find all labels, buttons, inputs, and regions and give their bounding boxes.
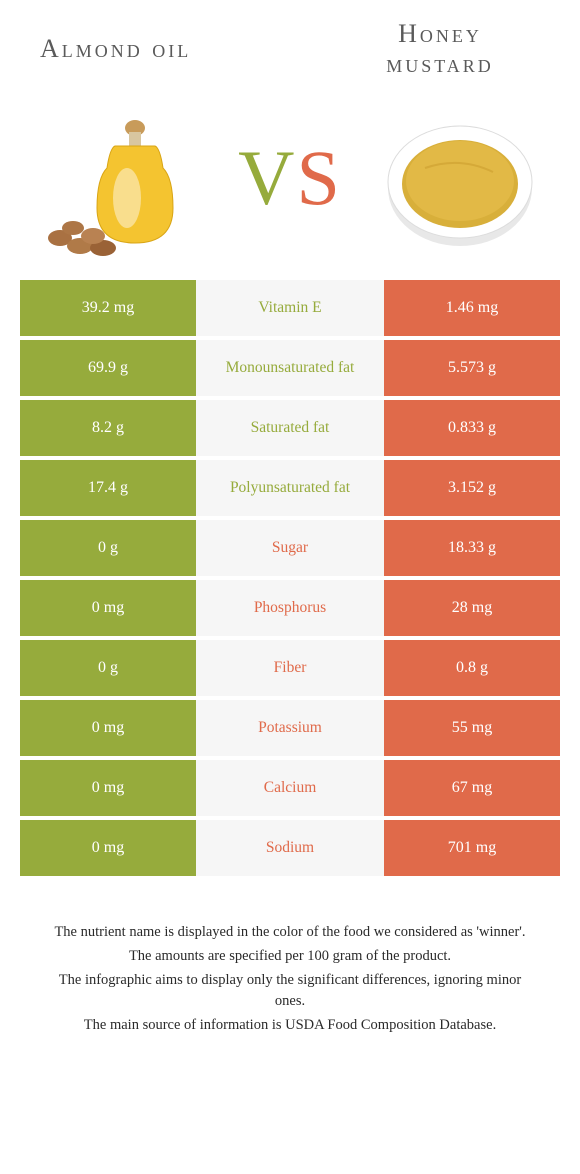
nutrient-name: Calcium xyxy=(196,760,384,816)
left-value: 0 mg xyxy=(20,580,196,636)
vs-s: S xyxy=(296,134,341,221)
nutrient-name: Polyunsaturated fat xyxy=(196,460,384,516)
footer-line: The nutrient name is displayed in the co… xyxy=(45,922,535,944)
right-value: 67 mg xyxy=(384,760,560,816)
nutrient-name: Fiber xyxy=(196,640,384,696)
left-value: 0 mg xyxy=(20,700,196,756)
left-value: 0 mg xyxy=(20,760,196,816)
left-value: 0 mg xyxy=(20,820,196,876)
table-row: 69.9 gMonounsaturated fat5.573 g xyxy=(20,340,560,396)
nutrient-name: Vitamin E xyxy=(196,280,384,336)
food-left-title: Almond oil xyxy=(30,34,250,64)
almond-oil-image xyxy=(30,93,210,263)
left-value: 0 g xyxy=(20,520,196,576)
nutrient-name: Sugar xyxy=(196,520,384,576)
table-row: 0 gFiber0.8 g xyxy=(20,640,560,696)
honey-mustard-image xyxy=(370,93,550,263)
footer-line: The main source of information is USDA F… xyxy=(45,1015,535,1037)
nutrient-name: Phosphorus xyxy=(196,580,384,636)
comparison-table: 39.2 mgVitamin E1.46 mg69.9 gMonounsatur… xyxy=(0,280,580,876)
images-row: VS xyxy=(0,90,580,280)
right-value: 0.8 g xyxy=(384,640,560,696)
right-value: 701 mg xyxy=(384,820,560,876)
table-row: 0 gSugar18.33 g xyxy=(20,520,560,576)
right-value: 1.46 mg xyxy=(384,280,560,336)
left-value: 17.4 g xyxy=(20,460,196,516)
table-row: 0 mgSodium701 mg xyxy=(20,820,560,876)
right-value: 18.33 g xyxy=(384,520,560,576)
footer-notes: The nutrient name is displayed in the co… xyxy=(0,880,580,1037)
table-row: 0 mgCalcium67 mg xyxy=(20,760,560,816)
right-value: 3.152 g xyxy=(384,460,560,516)
right-value: 0.833 g xyxy=(384,400,560,456)
nutrient-name: Potassium xyxy=(196,700,384,756)
footer-line: The infographic aims to display only the… xyxy=(45,970,535,1014)
table-row: 39.2 mgVitamin E1.46 mg xyxy=(20,280,560,336)
left-value: 69.9 g xyxy=(20,340,196,396)
header-row: Almond oil Honeymustard xyxy=(0,0,580,90)
right-value: 28 mg xyxy=(384,580,560,636)
left-value: 0 g xyxy=(20,640,196,696)
table-row: 0 mgPhosphorus28 mg xyxy=(20,580,560,636)
right-value: 5.573 g xyxy=(384,340,560,396)
table-row: 17.4 gPolyunsaturated fat3.152 g xyxy=(20,460,560,516)
nutrient-name: Sodium xyxy=(196,820,384,876)
vs-label: VS xyxy=(238,133,342,223)
table-row: 0 mgPotassium55 mg xyxy=(20,700,560,756)
food-right-title: Honeymustard xyxy=(330,19,550,79)
footer-line: The amounts are specified per 100 gram o… xyxy=(45,946,535,968)
left-value: 8.2 g xyxy=(20,400,196,456)
table-row: 8.2 gSaturated fat0.833 g xyxy=(20,400,560,456)
nutrient-name: Saturated fat xyxy=(196,400,384,456)
left-value: 39.2 mg xyxy=(20,280,196,336)
vs-v: V xyxy=(238,134,296,221)
right-value: 55 mg xyxy=(384,700,560,756)
nutrient-name: Monounsaturated fat xyxy=(196,340,384,396)
